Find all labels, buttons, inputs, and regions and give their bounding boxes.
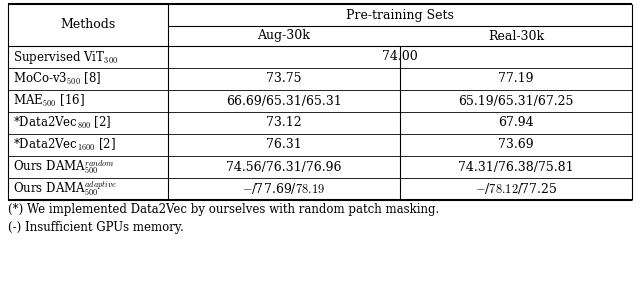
Text: MAE$_{500}$ [16]: MAE$_{500}$ [16] xyxy=(13,93,84,109)
Text: (*) We implemented Data2Vec by ourselves with random patch masking.: (*) We implemented Data2Vec by ourselves… xyxy=(8,204,439,216)
Text: (-) Insufficient GPUs memory.: (-) Insufficient GPUs memory. xyxy=(8,220,184,233)
Text: 76.31: 76.31 xyxy=(266,139,302,151)
Text: *Data2Vec$_{1600}$ [2]: *Data2Vec$_{1600}$ [2] xyxy=(13,137,116,153)
Text: 74.00: 74.00 xyxy=(382,51,418,64)
Text: 73.75: 73.75 xyxy=(266,72,301,85)
Text: 65.19/65.31/67.25: 65.19/65.31/67.25 xyxy=(458,95,573,108)
Text: 74.56/76.31/76.96: 74.56/76.31/76.96 xyxy=(227,160,342,174)
Text: 73.69: 73.69 xyxy=(498,139,534,151)
Text: Aug-30k: Aug-30k xyxy=(257,30,310,43)
Text: 66.69/65.31/65.31: 66.69/65.31/65.31 xyxy=(226,95,342,108)
Text: Ours DAMA$_{500}^{random}$: Ours DAMA$_{500}^{random}$ xyxy=(13,158,115,176)
Text: Methods: Methods xyxy=(60,18,116,32)
Text: MoCo-v3$_{500}$ [8]: MoCo-v3$_{500}$ [8] xyxy=(13,71,101,87)
Text: 74.31/76.38/75.81: 74.31/76.38/75.81 xyxy=(458,160,574,174)
Text: Pre-training Sets: Pre-training Sets xyxy=(346,9,454,22)
Text: *Data2Vec$_{800}$ [2]: *Data2Vec$_{800}$ [2] xyxy=(13,115,111,131)
Text: Ours DAMA$_{500}^{adaptive}$: Ours DAMA$_{500}^{adaptive}$ xyxy=(13,179,117,199)
Text: 67.94: 67.94 xyxy=(498,116,534,130)
Text: Real-30k: Real-30k xyxy=(488,30,544,43)
Text: 73.12: 73.12 xyxy=(266,116,302,130)
Text: $-$/$\mathbf{78.12}$/77.25: $-$/$\mathbf{78.12}$/77.25 xyxy=(475,181,557,197)
Text: $-$/77.69/$\mathbf{78.19}$: $-$/77.69/$\mathbf{78.19}$ xyxy=(243,181,326,197)
Text: 77.19: 77.19 xyxy=(499,72,534,85)
Text: Supervised ViT$_{300}$: Supervised ViT$_{300}$ xyxy=(13,49,118,66)
